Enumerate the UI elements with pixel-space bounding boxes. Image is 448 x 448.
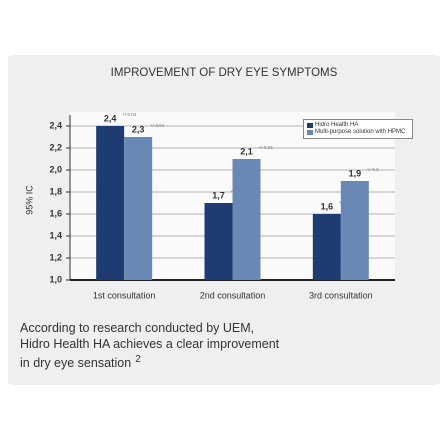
value-label: 1,7	[212, 190, 225, 200]
y-tick-label: 1,0	[49, 274, 62, 284]
x-tick-label: 3rd consultation	[309, 290, 373, 300]
error-label: +/-0.03	[259, 145, 274, 150]
y-tick-label: 2,2	[49, 142, 62, 152]
error-label: +/-0.2	[367, 167, 379, 172]
legend-label: Multi-purpose solution with HPMC	[315, 129, 406, 135]
error-label: +/-0.04	[122, 112, 137, 117]
caption-line: Hidro Health HA achieves a clear improve…	[20, 337, 280, 351]
y-tick-label: 1,4	[49, 230, 62, 240]
caption: According to research conducted by UEM, H…	[20, 320, 279, 371]
bar	[96, 126, 125, 280]
caption-line: in dry eye sensation 2	[20, 354, 141, 371]
chart-title: IMPROVEMENT OF DRY EYE SYMPTOMS	[111, 67, 338, 79]
y-axis-label: 95% IC	[24, 185, 34, 215]
y-tick-label: 1,8	[49, 186, 62, 196]
y-tick-label: 2,4	[49, 120, 62, 130]
x-tick-label: 2nd consultation	[200, 290, 266, 300]
bar	[340, 181, 369, 280]
value-label: 1,6	[321, 201, 334, 211]
bar	[312, 214, 341, 280]
legend-label: Hidro Health HA	[315, 122, 359, 128]
y-tick-label: 1,2	[49, 252, 62, 262]
bar	[232, 159, 261, 280]
legend-swatch	[307, 123, 313, 128]
caption-note: 2	[135, 354, 141, 365]
value-label: 2,1	[240, 146, 253, 156]
value-label: 1,9	[349, 168, 362, 178]
legend-swatch	[307, 130, 313, 135]
legend-item: Multi-purpose solution with HPMC	[307, 129, 409, 135]
value-label: 2,3	[132, 124, 145, 134]
y-tick-label: 1,6	[49, 208, 62, 218]
caption-line: According to research conducted by UEM,	[20, 321, 255, 335]
x-tick-label: 1st consultation	[93, 290, 156, 300]
legend-item: Hidro Health HA	[307, 122, 409, 128]
value-label: 2,4	[104, 113, 117, 123]
bar	[124, 137, 153, 280]
legend: Hidro Health HA Multi-purpose solution wi…	[303, 119, 413, 139]
bar	[204, 203, 233, 280]
error-label: +/-0.04	[150, 123, 165, 128]
y-tick-label: 2,0	[49, 164, 62, 174]
